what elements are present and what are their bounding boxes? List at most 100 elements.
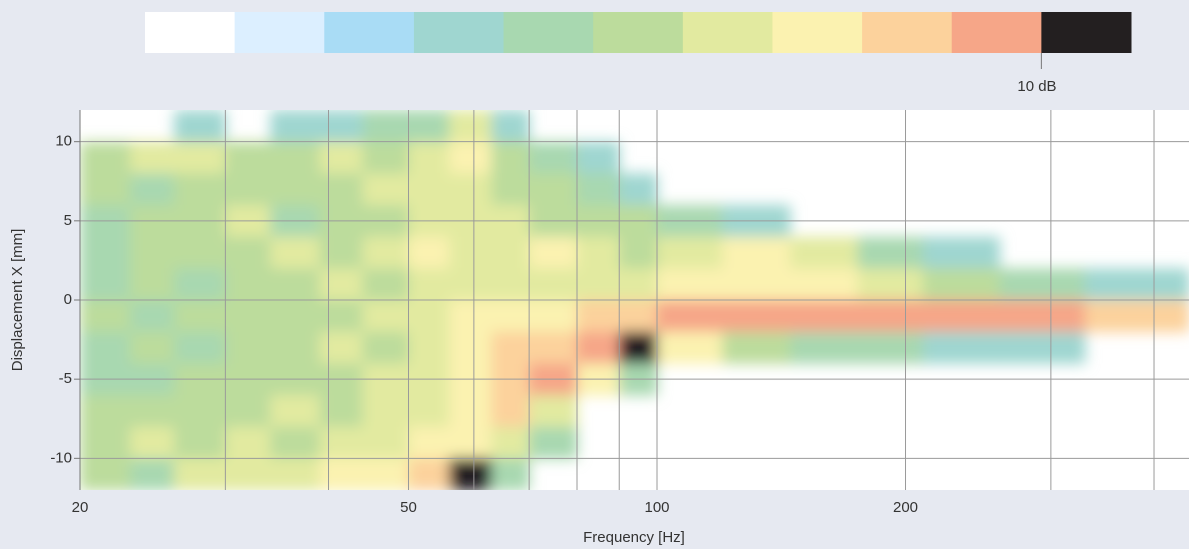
heat-cell [577, 141, 620, 174]
heat-cell [225, 268, 271, 301]
heat-cell [619, 300, 658, 333]
x-tick-label: 50 [400, 499, 417, 516]
heat-cell [408, 236, 450, 269]
heat-cell [857, 236, 924, 269]
heat-cell [174, 141, 226, 174]
heat-cell [449, 141, 492, 174]
heat-cell [225, 458, 271, 490]
heat-cell [529, 173, 578, 206]
heat-cell [491, 268, 530, 301]
heat-cell [491, 110, 530, 143]
heat-cell [319, 141, 364, 174]
heat-cell [80, 458, 131, 490]
heat-cell [362, 300, 410, 333]
heat-cell [319, 300, 364, 333]
heat-cell [449, 458, 492, 490]
heat-cell [319, 331, 364, 364]
y-tick-label: 10 [55, 133, 72, 150]
heat-cell [362, 426, 410, 459]
x-axis-title: Frequency [Hz] [583, 529, 685, 546]
heat-cell [857, 331, 924, 364]
x-tick-label: 200 [893, 499, 918, 516]
heat-cell [225, 300, 271, 333]
heat-cell [225, 331, 271, 364]
heat-cell [225, 236, 271, 269]
heat-cell [408, 331, 450, 364]
heat-cell [529, 426, 578, 459]
heat-cell [80, 331, 131, 364]
heat-cell [174, 173, 226, 206]
heat-cell [80, 395, 131, 428]
heat-cell [1085, 268, 1189, 301]
heat-cell [319, 268, 364, 301]
heat-cell [923, 300, 1001, 333]
heat-cell [225, 141, 271, 174]
heat-cell [270, 458, 320, 490]
heat-cell [80, 236, 131, 269]
heat-cell [270, 141, 320, 174]
heat-cell [174, 300, 226, 333]
heat-cell [270, 236, 320, 269]
colorbar-swatch [503, 12, 594, 53]
heat-cell [619, 268, 658, 301]
colorbar-swatch [324, 12, 415, 53]
heat-cell [130, 141, 175, 174]
heat-cell [362, 458, 410, 490]
colorbar-swatch [1041, 12, 1132, 53]
heat-cell [999, 268, 1086, 301]
colorbar-swatch [772, 12, 863, 53]
heat-cell [790, 300, 859, 333]
heat-cell [225, 173, 271, 206]
heat-cell [923, 236, 1001, 269]
heat-cell [80, 173, 131, 206]
colorbar-swatch [862, 12, 953, 53]
heat-cell [449, 268, 492, 301]
heat-cell [449, 426, 492, 459]
heat-cell [491, 331, 530, 364]
heat-cell [319, 395, 364, 428]
heat-cell [657, 268, 723, 301]
heat-cell [319, 426, 364, 459]
heat-cell [130, 268, 175, 301]
heat-cell [362, 110, 410, 143]
heat-cell [722, 236, 791, 269]
heat-cell [529, 236, 578, 269]
heat-cell [130, 331, 175, 364]
heat-cell [529, 395, 578, 428]
heat-cell [408, 458, 450, 490]
heat-cell [722, 300, 791, 333]
heat-cell [130, 236, 175, 269]
heat-cell [999, 300, 1086, 333]
heat-cell [174, 236, 226, 269]
heat-cell [529, 141, 578, 174]
heatmap [80, 110, 1189, 490]
heat-cell [408, 110, 450, 143]
heat-cell [449, 110, 492, 143]
heat-cell [790, 331, 859, 364]
heat-cell [174, 268, 226, 301]
heat-cell [80, 300, 131, 333]
heat-cell [174, 426, 226, 459]
heat-cell [491, 236, 530, 269]
heat-cell [80, 426, 131, 459]
heat-cell [408, 173, 450, 206]
heat-cell [923, 268, 1001, 301]
x-tick-label: 100 [644, 499, 669, 516]
heat-cell [657, 236, 723, 269]
heat-cell [449, 236, 492, 269]
heat-cell [270, 110, 320, 143]
heat-cell [362, 395, 410, 428]
heat-cell [225, 426, 271, 459]
heat-cell [577, 236, 620, 269]
heat-cell [319, 173, 364, 206]
heat-cell [319, 110, 364, 143]
heat-cell [722, 268, 791, 301]
heat-cell [408, 426, 450, 459]
heat-cell [174, 331, 226, 364]
colorbar-swatch [413, 12, 505, 53]
heat-cell [362, 268, 410, 301]
heat-cell [619, 236, 658, 269]
y-tick-label: -10 [50, 449, 72, 466]
heat-cell [491, 395, 530, 428]
